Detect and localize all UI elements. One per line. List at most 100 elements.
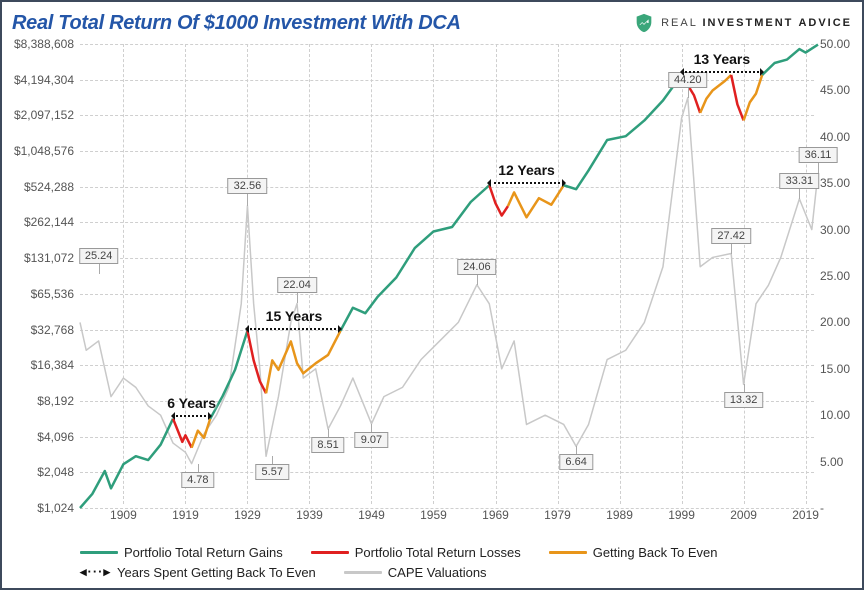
legend-swatch-losses [311, 551, 349, 554]
callout-line [247, 192, 248, 206]
x-tick: 2019 [792, 508, 819, 522]
x-axis: 1909 1919 1929 1939 1949 1959 1969 1979 1989 1999… [80, 506, 814, 526]
x-tick: 1979 [544, 508, 571, 522]
legend-gains: Portfolio Total Return Gains [80, 545, 283, 560]
series-line [564, 75, 682, 189]
legend: Portfolio Total Return Gains Portfolio T… [80, 545, 814, 580]
x-tick: 1989 [606, 508, 633, 522]
y-right-tick: 25.00 [820, 269, 850, 283]
y-left-tick: $4,194,304 [14, 73, 74, 87]
chart-header: Real Total Return Of $1000 Investment Wi… [2, 2, 862, 40]
cape-callout: 32.56 [228, 178, 268, 194]
cape-callout: 22.04 [277, 277, 317, 293]
series-line [508, 185, 564, 217]
legend-losses: Portfolio Total Return Losses [311, 545, 521, 560]
x-tick: 1929 [234, 508, 261, 522]
y-left-tick: $8,388,608 [14, 37, 74, 51]
legend-recover: Getting Back To Even [549, 545, 718, 560]
y-right-tick: 15.00 [820, 362, 850, 376]
series-line [762, 45, 818, 75]
x-tick: 1959 [420, 508, 447, 522]
x-tick: 1919 [172, 508, 199, 522]
cape-callout: 6.64 [559, 454, 592, 470]
y-axis-left: $1,024$2,048$4,096$8,192$16,384$32,768$6… [2, 44, 78, 504]
series-line [80, 419, 173, 508]
legend-label-losses: Portfolio Total Return Losses [355, 545, 521, 560]
recovery-arrow [489, 182, 563, 184]
y-right-tick: 50.00 [820, 37, 850, 51]
y-right-tick: 30.00 [820, 223, 850, 237]
brand-logo: REAL INVESTMENT ADVICE [633, 8, 852, 38]
y-right-tick: 40.00 [820, 130, 850, 144]
recovery-label: 15 Years [266, 308, 323, 324]
series-line [173, 419, 192, 448]
x-tick: 1909 [110, 508, 137, 522]
series-line [731, 75, 743, 121]
recovery-label: 13 Years [694, 51, 751, 67]
cape-callout: 8.51 [311, 437, 344, 453]
y-left-tick: $524,288 [24, 180, 74, 194]
series-line [489, 185, 508, 215]
cape-callout: 44.20 [668, 72, 708, 88]
y-right-tick: 10.00 [820, 408, 850, 422]
cape-callout: 24.06 [457, 259, 497, 275]
legend-cape: CAPE Valuations [344, 565, 487, 580]
y-left-tick: $8,192 [37, 394, 74, 408]
recovery-label: 6 Years [167, 395, 216, 411]
cape-callout: 27.42 [711, 228, 751, 244]
series-line [744, 75, 763, 121]
legend-swatch-cape [344, 571, 382, 574]
x-tick: 1969 [482, 508, 509, 522]
y-left-tick: $131,072 [24, 251, 74, 265]
x-tick: 2009 [730, 508, 757, 522]
brand-word-3: ADVICE [798, 17, 852, 29]
brand-text: REAL INVESTMENT ADVICE [661, 17, 852, 29]
dotted-arrow-icon: ◂···▸ [80, 564, 111, 580]
y-right-tick: - [820, 501, 824, 515]
brand-word-1: REAL [661, 17, 697, 29]
x-tick: 1949 [358, 508, 385, 522]
cape-callout: 9.07 [355, 432, 388, 448]
legend-swatch-gains [80, 551, 118, 554]
cape-callout: 33.31 [780, 173, 820, 189]
plot-area: 25.24 4.78 32.56 5.57 22.04 8.51 9.07 24.06 6.64… [80, 44, 814, 504]
chart-container: Real Total Return Of $1000 Investment Wi… [0, 0, 864, 590]
chart-title: Real Total Return Of $1000 Investment Wi… [12, 12, 461, 35]
cape-callout: 4.78 [181, 472, 214, 488]
cape-callout: 25.24 [79, 248, 119, 264]
y-left-tick: $1,024 [37, 501, 74, 515]
y-left-tick: $2,097,152 [14, 108, 74, 122]
shield-icon [633, 12, 655, 34]
chart-svg [80, 44, 814, 504]
y-right-tick: 20.00 [820, 315, 850, 329]
brand-word-2: INVESTMENT [702, 17, 793, 29]
legend-label-cape: CAPE Valuations [388, 565, 487, 580]
cape-callout: 36.11 [799, 147, 838, 163]
series-line [192, 419, 211, 448]
x-tick: 1939 [296, 508, 323, 522]
y-right-tick: 5.00 [820, 455, 843, 469]
y-left-tick: $32,768 [31, 323, 74, 337]
cape-callout: 5.57 [256, 464, 289, 480]
recovery-arrow [247, 328, 340, 330]
legend-label-gains: Portfolio Total Return Gains [124, 545, 283, 560]
series-line [266, 331, 340, 394]
y-left-tick: $65,536 [31, 287, 74, 301]
legend-label-arrow: Years Spent Getting Back To Even [117, 565, 316, 580]
recovery-label: 12 Years [498, 162, 555, 178]
y-right-tick: 45.00 [820, 83, 850, 97]
cape-callout: 13.32 [724, 392, 764, 408]
y-left-tick: $1,048,576 [14, 144, 74, 158]
y-left-tick: $2,048 [37, 465, 74, 479]
x-tick: 1999 [668, 508, 695, 522]
y-left-tick: $16,384 [31, 358, 74, 372]
recovery-arrow [173, 415, 210, 417]
legend-label-recover: Getting Back To Even [593, 545, 718, 560]
legend-swatch-recover [549, 551, 587, 554]
y-right-tick: 35.00 [820, 176, 850, 190]
y-axis-right: -5.0010.0015.0020.0025.0030.0035.0040.00… [816, 44, 862, 504]
y-left-tick: $4,096 [37, 430, 74, 444]
legend-arrow: ◂···▸ Years Spent Getting Back To Even [80, 564, 316, 580]
recovery-arrow [682, 71, 763, 73]
y-left-tick: $262,144 [24, 215, 74, 229]
